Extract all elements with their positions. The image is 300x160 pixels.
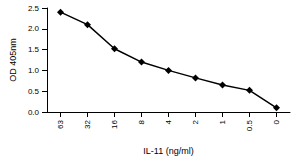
svg-text:4: 4 bbox=[164, 119, 173, 124]
svg-text:1.0: 1.0 bbox=[28, 66, 40, 75]
svg-text:OD 405nm: OD 405nm bbox=[8, 38, 18, 82]
svg-text:8: 8 bbox=[137, 119, 146, 124]
svg-text:0.5: 0.5 bbox=[28, 87, 40, 96]
svg-text:2: 2 bbox=[191, 119, 200, 124]
svg-text:2.0: 2.0 bbox=[28, 24, 40, 33]
svg-text:IL-11 (ng/ml): IL-11 (ng/ml) bbox=[143, 146, 193, 156]
svg-text:63: 63 bbox=[56, 119, 65, 128]
svg-text:0: 0 bbox=[272, 119, 281, 124]
svg-text:1.5: 1.5 bbox=[28, 45, 40, 54]
svg-text:0.5: 0.5 bbox=[245, 119, 254, 131]
svg-text:32: 32 bbox=[83, 119, 92, 128]
svg-text:16: 16 bbox=[110, 119, 119, 128]
svg-text:0.0: 0.0 bbox=[28, 108, 40, 117]
svg-text:1: 1 bbox=[218, 119, 227, 124]
svg-text:2.5: 2.5 bbox=[28, 4, 40, 13]
